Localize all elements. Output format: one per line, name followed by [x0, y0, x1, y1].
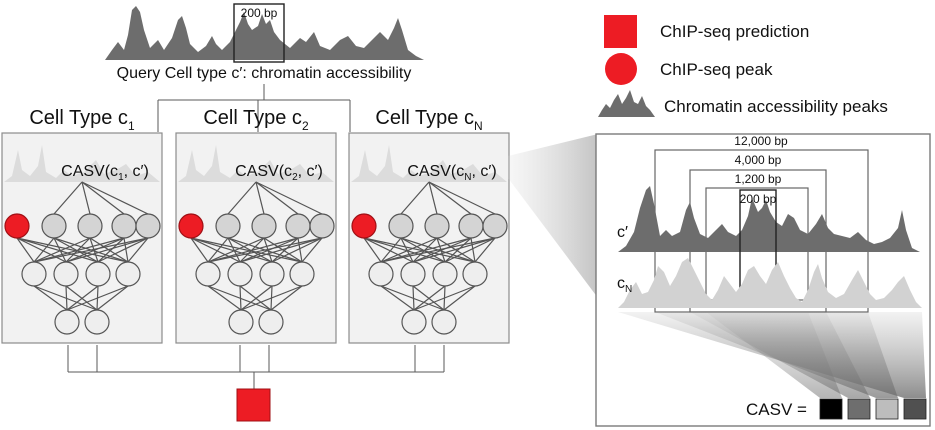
cell-type-panel-3: Cell Type cN CASV(cN, c′)	[348, 107, 510, 344]
hidden-node	[251, 213, 277, 239]
query-accessibility-track	[105, 6, 424, 60]
window-4000bp-label: 4,000 bp	[735, 153, 782, 167]
panel-accessibility-peaks	[351, 145, 507, 182]
hidden-node	[482, 213, 508, 239]
casv-panel-label: CASV(cN, c′)	[407, 163, 496, 183]
cell-type-title: Cell Type c2	[203, 107, 309, 133]
track-query-label: c′	[617, 224, 628, 241]
chip-seq-peak-node	[178, 213, 204, 239]
output-connectors	[67, 345, 445, 390]
query-window-label: 200 bp	[241, 6, 278, 20]
query-label: Query Cell type c′: chromatin accessibil…	[117, 65, 412, 82]
cell-type-title: Cell Type cN	[375, 107, 482, 133]
output-node	[401, 309, 427, 335]
panel-accessibility-peaks	[4, 145, 160, 182]
hidden-node	[21, 261, 47, 287]
network-connections	[363, 181, 496, 311]
panel-box	[348, 132, 510, 344]
cell-type-panel-2: Cell Type c2 CASV(c2, c′)	[175, 107, 337, 344]
network-connections	[190, 181, 323, 311]
legend-accessibility-label: Chromatin accessibility peaks	[664, 97, 888, 116]
grey-peaks-icon	[598, 90, 655, 117]
panel-accessibility-peaks	[178, 145, 334, 182]
chip-seq-peak-node	[351, 213, 377, 239]
casv-panel-label: CASV(c2, c′)	[235, 163, 323, 183]
red-square-icon	[604, 15, 637, 48]
panel-box	[1, 132, 163, 344]
window-1200bp-label: 1,200 bp	[735, 172, 782, 186]
output-node	[54, 309, 80, 335]
window-12000bp-label: 12,000 bp	[734, 134, 788, 148]
fan-window-4	[618, 312, 926, 398]
network-connections	[16, 181, 149, 311]
hidden-node	[215, 213, 241, 239]
hidden-node	[77, 213, 103, 239]
hidden-node	[227, 261, 253, 287]
legend: ChIP-seq prediction ChIP-seq peak Chroma…	[598, 15, 888, 117]
hidden-node	[424, 213, 450, 239]
track-ref-label: cN	[617, 275, 632, 295]
hidden-node	[309, 213, 335, 239]
chip-seq-peak-node	[4, 213, 30, 239]
zoom-shading	[508, 134, 598, 298]
hidden-node	[458, 213, 484, 239]
casv-cell-1	[819, 398, 843, 420]
hidden-node	[259, 261, 285, 287]
detail-query-track	[618, 186, 920, 252]
hidden-node	[462, 261, 488, 287]
casv-cell-4	[903, 398, 927, 420]
hidden-node	[388, 213, 414, 239]
hidden-node	[111, 213, 137, 239]
casv-cell-2	[847, 398, 871, 420]
casv-label: CASV =	[746, 400, 807, 419]
casv-fan	[618, 312, 926, 398]
hidden-node	[432, 261, 458, 287]
hidden-node	[41, 213, 67, 239]
output-node	[258, 309, 284, 335]
casv-panel-label: CASV(c1, c′)	[61, 163, 149, 183]
casv-vector	[819, 398, 927, 420]
casv-cell-3	[875, 398, 899, 420]
chip-seq-prediction-output	[236, 388, 271, 422]
hidden-node	[285, 213, 311, 239]
hidden-node	[115, 261, 141, 287]
window-200bp-label: 200 bp	[740, 192, 777, 206]
panel-box	[175, 132, 337, 344]
cell-type-panel-1: Cell Type c1 CASV(c1, c′)	[1, 107, 163, 344]
hidden-node	[53, 261, 79, 287]
cell-type-title: Cell Type c1	[29, 107, 135, 133]
detail-reference-track	[618, 258, 922, 308]
hidden-node	[289, 261, 315, 287]
hidden-node	[85, 261, 111, 287]
hidden-node	[135, 213, 161, 239]
output-node	[431, 309, 457, 335]
hidden-node	[400, 261, 426, 287]
legend-prediction-label: ChIP-seq prediction	[660, 22, 809, 41]
legend-peak-label: ChIP-seq peak	[660, 60, 773, 79]
output-node	[228, 309, 254, 335]
query-connectors	[157, 84, 351, 132]
red-circle-icon	[605, 53, 637, 85]
query-200bp-window	[233, 3, 285, 63]
hidden-node	[368, 261, 394, 287]
hidden-node	[195, 261, 221, 287]
output-node	[84, 309, 110, 335]
